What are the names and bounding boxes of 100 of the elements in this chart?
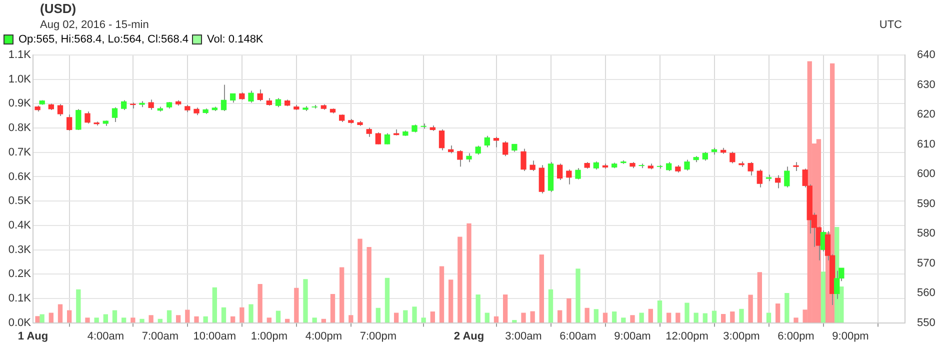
candlestick	[148, 99, 154, 110]
bar	[494, 316, 499, 323]
x-tick-label: 3:00am	[505, 330, 542, 342]
bar	[739, 308, 744, 323]
bar	[112, 310, 118, 323]
candlestick	[57, 104, 64, 116]
bar	[403, 310, 408, 323]
candlestick	[520, 148, 526, 172]
bar	[248, 304, 254, 323]
bar	[766, 312, 772, 323]
bar	[476, 294, 480, 323]
candlestick	[366, 127, 372, 138]
bar	[384, 278, 390, 323]
y-tick-label: 0.0K	[8, 316, 32, 329]
x-tick-label: 6:00am	[560, 330, 596, 342]
bar	[230, 316, 236, 323]
bar	[530, 311, 535, 323]
bar	[358, 238, 362, 323]
bar	[35, 316, 40, 323]
text: UTC	[879, 19, 902, 31]
bar	[776, 303, 780, 323]
bar	[621, 318, 626, 323]
bar	[348, 315, 354, 323]
bar	[612, 312, 617, 323]
bar	[67, 310, 72, 323]
legend-label: Vol: 0.148K	[207, 34, 264, 46]
bar	[730, 312, 735, 323]
candlestick	[748, 162, 754, 176]
bar	[276, 310, 281, 323]
y2-tick-label: 600	[917, 168, 936, 180]
candlestick	[66, 114, 72, 132]
bar	[748, 294, 753, 323]
bar	[312, 318, 317, 323]
bar	[366, 247, 372, 323]
bar	[657, 300, 662, 323]
bar	[458, 236, 462, 323]
candlestick	[384, 132, 390, 145]
bar	[240, 307, 244, 323]
candlestick	[84, 111, 90, 124]
y-tick-label: 0.7K	[8, 146, 32, 158]
bar	[412, 306, 417, 323]
candlestick	[834, 270, 840, 300]
bar	[258, 284, 262, 323]
candlestick	[566, 169, 572, 185]
bar	[130, 318, 136, 323]
bar	[40, 314, 44, 323]
candlestick	[484, 135, 490, 148]
bar	[566, 298, 572, 323]
bar	[103, 314, 108, 323]
bar	[221, 307, 226, 323]
bar	[94, 318, 99, 323]
bar	[185, 310, 190, 323]
bar	[757, 272, 762, 323]
bar	[48, 312, 54, 323]
bar	[639, 312, 644, 323]
candlestick	[502, 140, 508, 157]
bar	[330, 294, 336, 323]
bar	[503, 294, 508, 323]
bar	[484, 312, 490, 323]
bar	[512, 320, 517, 323]
bar	[794, 318, 798, 323]
bar	[548, 289, 554, 323]
y-tick-label: 1.1K	[8, 49, 32, 62]
bar	[203, 316, 208, 323]
bar	[148, 315, 154, 323]
bar	[602, 312, 608, 323]
bar	[194, 316, 199, 323]
candlestick	[112, 106, 118, 122]
candlestick	[775, 174, 781, 189]
candlestick	[457, 150, 463, 168]
bar	[430, 312, 435, 323]
candlestick	[121, 100, 127, 111]
candlestick	[248, 90, 254, 104]
candlestick	[257, 89, 263, 102]
bar	[558, 310, 562, 323]
candlestick	[220, 84, 227, 112]
candlestick	[375, 132, 381, 145]
y-tick-label: 0.1K	[8, 292, 32, 304]
x-tick-label: 9:00pm	[832, 330, 869, 342]
bar	[648, 308, 653, 323]
bar	[122, 318, 126, 323]
bar	[594, 309, 598, 323]
y2-tick-label: 560	[917, 287, 936, 300]
x-tick-label: 3:00pm	[723, 330, 760, 342]
bar	[820, 272, 826, 323]
candlestick	[730, 151, 736, 164]
bar	[376, 308, 380, 323]
y-tick-label: 0.2K	[8, 268, 32, 280]
bar	[521, 312, 526, 323]
bar	[448, 280, 454, 323]
bar	[303, 279, 308, 323]
y-tick-label: 0.9K	[8, 98, 32, 110]
bar	[666, 312, 672, 323]
bar	[721, 314, 726, 323]
bar	[676, 312, 680, 323]
bar	[466, 223, 472, 323]
candlestick	[784, 166, 790, 188]
x-tick-label: 10:00am	[193, 330, 236, 342]
x-tick-label: 4:00pm	[305, 330, 342, 342]
bar	[212, 287, 217, 323]
